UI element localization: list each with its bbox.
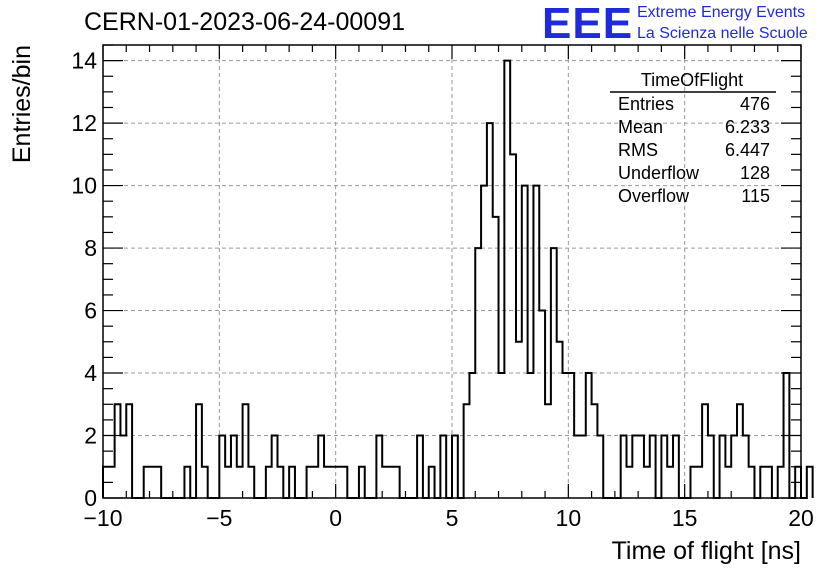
stats-label: Entries <box>618 94 674 114</box>
histogram-outline <box>102 59 814 499</box>
y-axis-label: Entries/bin <box>8 45 36 163</box>
stats-label: Mean <box>618 117 663 137</box>
y-tick-label: 6 <box>84 298 97 324</box>
stats-label: Overflow <box>618 186 690 206</box>
stats-value: 6.233 <box>725 117 770 137</box>
logo-line-2: La Scienza nelle Scuole <box>637 25 808 42</box>
x-tick-label: 10 <box>556 505 582 531</box>
x-axis-label: Time of flight [ns] <box>612 537 801 565</box>
y-tick-label: 10 <box>71 173 97 199</box>
y-tick-label: 0 <box>84 485 97 511</box>
y-tick-label: 14 <box>71 48 97 74</box>
x-tick-label: 20 <box>788 505 814 531</box>
y-tick-label: 8 <box>84 235 97 261</box>
x-tick-label: 0 <box>329 505 342 531</box>
eee-logo: EEE <box>542 0 634 48</box>
logo-line-1: Extreme Energy Events <box>637 4 806 21</box>
y-tick-label: 2 <box>84 423 97 449</box>
x-tick-label: −10 <box>83 505 122 531</box>
stats-value: 6.447 <box>725 140 770 160</box>
grid-lines <box>103 45 801 498</box>
x-tick-label: −5 <box>206 505 232 531</box>
stats-box: Entries 476 Mean 6.233 RMS 6.447 Underflow 128 O… <box>618 94 770 206</box>
stats-label: Underflow <box>618 163 700 183</box>
stats-value: 115 <box>741 186 770 206</box>
stats-label: RMS <box>618 140 658 160</box>
stats-title: TimeOfFlight <box>641 70 743 90</box>
y-tick-label: 12 <box>71 110 97 136</box>
stats-value: 128 <box>740 163 770 183</box>
plot-frame <box>102 44 802 499</box>
y-tick-label: 4 <box>84 360 97 386</box>
axis-ticks: −10 −5 0 5 10 15 20 0 2 4 6 8 10 12 14 <box>71 44 814 531</box>
stats-value: 476 <box>740 94 770 114</box>
x-tick-label: 15 <box>672 505 698 531</box>
x-tick-label: 5 <box>446 505 459 531</box>
run-id: CERN-01-2023-06-24-00091 <box>84 8 406 36</box>
